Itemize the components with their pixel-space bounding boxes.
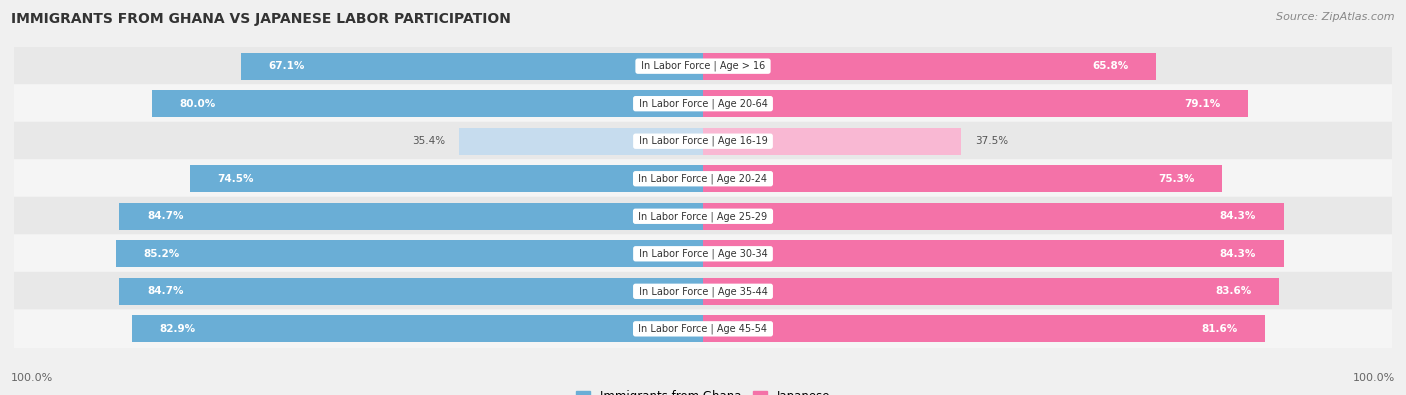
FancyBboxPatch shape (14, 234, 1392, 273)
Text: Source: ZipAtlas.com: Source: ZipAtlas.com (1277, 12, 1395, 22)
Bar (703, 53, 1156, 80)
FancyBboxPatch shape (14, 159, 1392, 198)
FancyBboxPatch shape (14, 84, 1392, 123)
Text: 82.9%: 82.9% (159, 324, 195, 334)
Bar (703, 128, 962, 155)
Text: 85.2%: 85.2% (143, 249, 180, 259)
Text: 80.0%: 80.0% (180, 99, 215, 109)
Bar (703, 203, 1284, 230)
FancyBboxPatch shape (14, 197, 1392, 236)
Text: 35.4%: 35.4% (412, 136, 446, 146)
Text: 84.3%: 84.3% (1220, 249, 1256, 259)
Text: 81.6%: 81.6% (1201, 324, 1237, 334)
Text: 79.1%: 79.1% (1184, 99, 1220, 109)
Text: In Labor Force | Age 45-54: In Labor Force | Age 45-54 (636, 324, 770, 334)
Bar (152, 90, 703, 117)
Bar (703, 165, 1222, 192)
Bar (117, 240, 703, 267)
Text: 75.3%: 75.3% (1157, 174, 1194, 184)
Text: 67.1%: 67.1% (269, 61, 305, 71)
Text: 84.3%: 84.3% (1220, 211, 1256, 221)
Text: 100.0%: 100.0% (1353, 373, 1395, 383)
Text: IMMIGRANTS FROM GHANA VS JAPANESE LABOR PARTICIPATION: IMMIGRANTS FROM GHANA VS JAPANESE LABOR … (11, 12, 512, 26)
Legend: Immigrants from Ghana, Japanese: Immigrants from Ghana, Japanese (571, 385, 835, 395)
Text: 74.5%: 74.5% (218, 174, 254, 184)
Text: In Labor Force | Age 20-24: In Labor Force | Age 20-24 (636, 173, 770, 184)
FancyBboxPatch shape (14, 272, 1392, 311)
Bar (703, 240, 1284, 267)
Text: 84.7%: 84.7% (148, 211, 184, 221)
Text: 100.0%: 100.0% (11, 373, 53, 383)
FancyBboxPatch shape (14, 122, 1392, 161)
Bar (240, 53, 703, 80)
FancyBboxPatch shape (14, 47, 1392, 86)
Text: In Labor Force | Age 16-19: In Labor Force | Age 16-19 (636, 136, 770, 147)
Bar (120, 203, 703, 230)
Text: In Labor Force | Age 20-64: In Labor Force | Age 20-64 (636, 98, 770, 109)
Bar (120, 278, 703, 305)
Text: In Labor Force | Age 35-44: In Labor Force | Age 35-44 (636, 286, 770, 297)
Text: In Labor Force | Age > 16: In Labor Force | Age > 16 (638, 61, 768, 71)
Bar (460, 128, 703, 155)
Text: 37.5%: 37.5% (976, 136, 1008, 146)
Bar (703, 90, 1249, 117)
Bar (190, 165, 703, 192)
Text: 65.8%: 65.8% (1092, 61, 1129, 71)
Text: 84.7%: 84.7% (148, 286, 184, 296)
Bar (132, 315, 703, 342)
Text: In Labor Force | Age 25-29: In Labor Force | Age 25-29 (636, 211, 770, 222)
Bar (703, 278, 1279, 305)
FancyBboxPatch shape (14, 309, 1392, 348)
Text: In Labor Force | Age 30-34: In Labor Force | Age 30-34 (636, 248, 770, 259)
Bar (703, 315, 1265, 342)
Text: 83.6%: 83.6% (1215, 286, 1251, 296)
